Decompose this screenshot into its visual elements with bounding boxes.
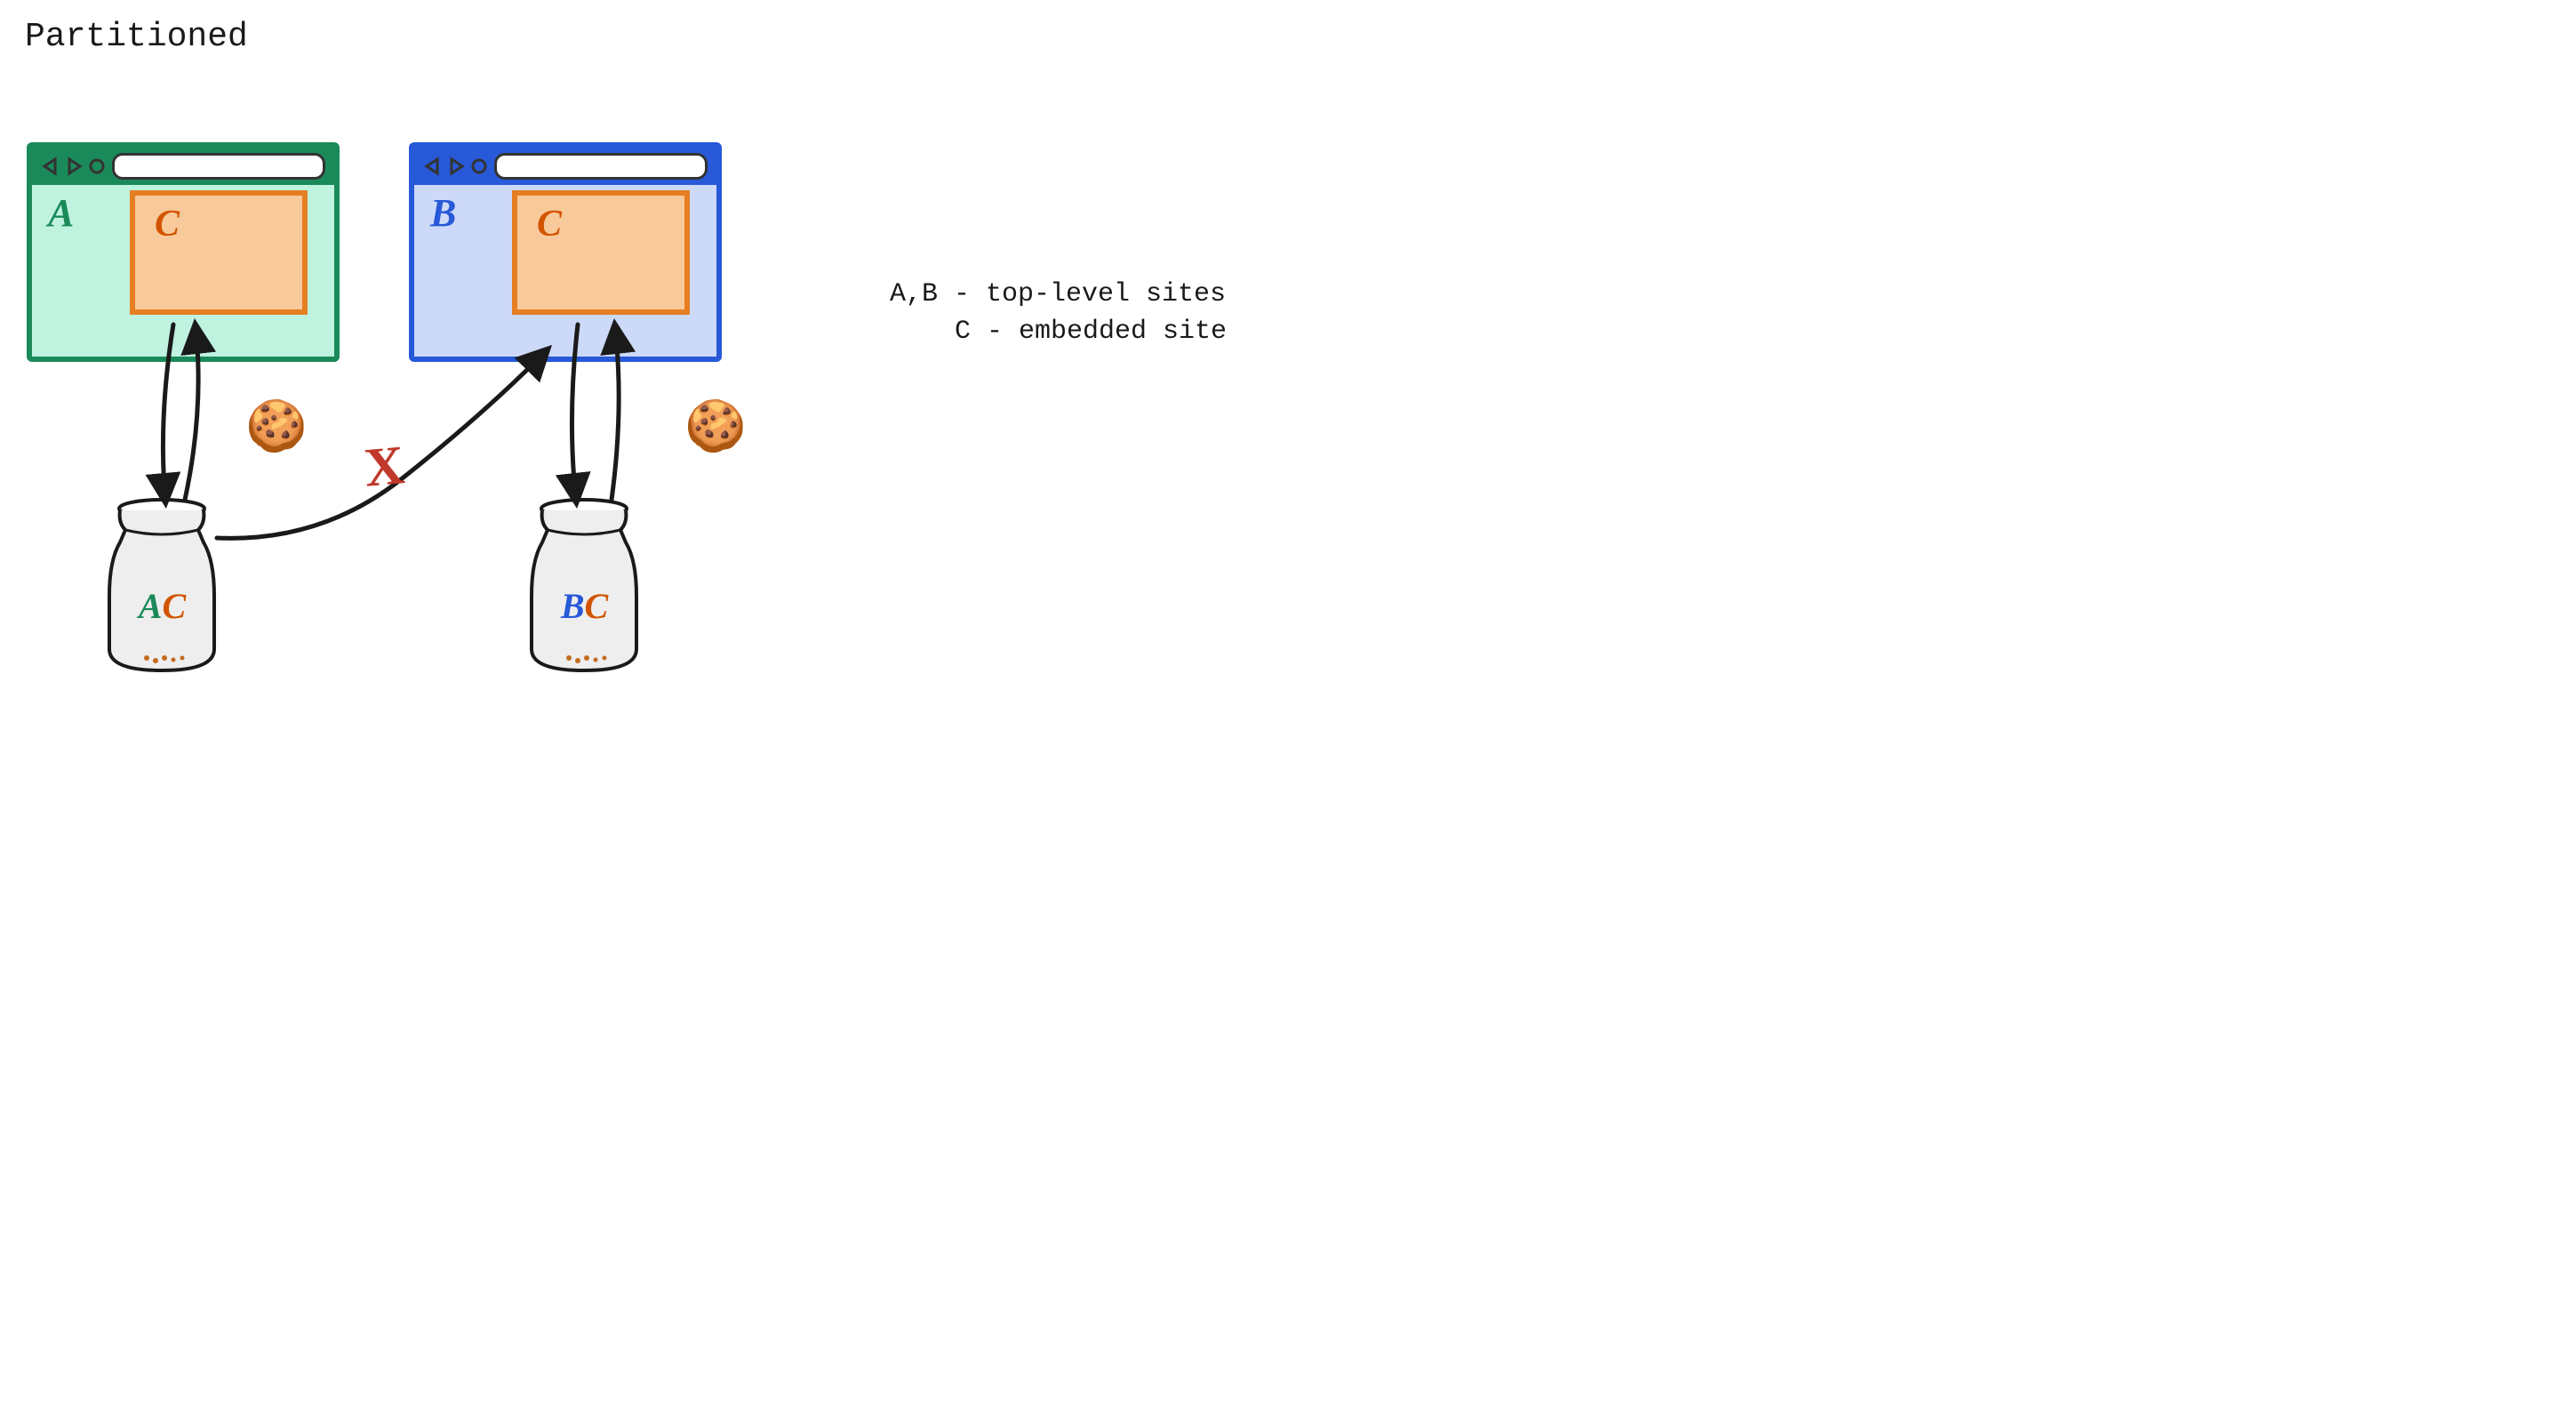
diagram-canvas: Partitioned A,B - top-level sites C - em… [0,0,1289,714]
embed-box-b: C [512,190,690,315]
blocked-x-icon: X [362,434,407,501]
cookie-jar-a: AC [93,498,231,676]
back-icon [423,156,443,176]
embed-box-a: C [130,190,308,315]
site-label-a: A [48,190,74,236]
browser-window-a: A C [27,142,340,362]
cookie-jar-b: BC [516,498,653,676]
reload-icon [87,156,107,176]
nav-icons-a [41,156,107,176]
embed-label-a: C [155,203,180,245]
legend-line-1: A,B - top-level sites [890,276,1227,313]
legend: A,B - top-level sites C - embedded site [890,276,1227,350]
browser-titlebar-b [414,148,716,185]
jar-label-b-1: B [561,586,585,626]
legend-line-2: C - embedded site [890,313,1227,350]
embed-label-b: C [537,203,562,245]
forward-icon [446,156,466,176]
address-bar-a [112,153,325,180]
jar-label-a-1: A [139,586,163,626]
site-label-b: B [430,190,456,236]
browser-window-b: B C [409,142,722,362]
cookie-icon: 🍪 [684,405,747,454]
jar-labels-b: BC [516,585,653,627]
diagram-title: Partitioned [25,18,248,56]
jar-label-a-2: C [163,586,187,626]
forward-icon [64,156,84,176]
reload-icon [469,156,489,176]
nav-icons-b [423,156,489,176]
browser-body-a: A C [32,185,334,357]
back-icon [41,156,60,176]
jar-label-b-2: C [585,586,609,626]
address-bar-b [494,153,708,180]
cookie-icon: 🍪 [245,405,308,454]
browser-body-b: B C [414,185,716,357]
jar-labels-a: AC [93,585,231,627]
browser-titlebar-a [32,148,334,185]
